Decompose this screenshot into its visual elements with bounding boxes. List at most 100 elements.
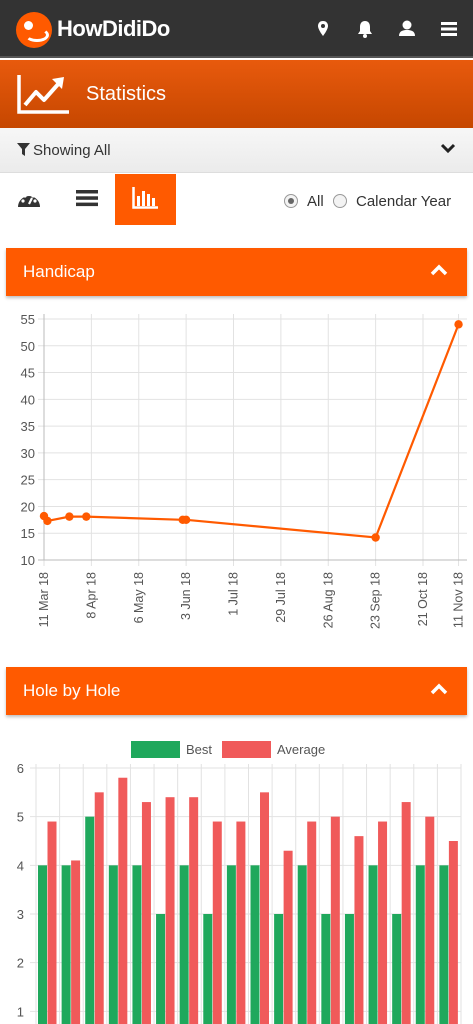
handicap-y-tick-label: 55 xyxy=(21,312,35,327)
hole-by-hole-panel-header[interactable]: Hole by Hole xyxy=(6,667,467,715)
handicap-panel-header[interactable]: Handicap xyxy=(6,248,467,296)
legend-label-average: Average xyxy=(277,742,325,757)
hole-bar-average xyxy=(425,816,435,1024)
filter-label[interactable]: Showing All xyxy=(33,142,111,159)
hole-bar-best xyxy=(61,865,71,1024)
legend-swatch-average xyxy=(222,741,271,758)
radio-all-label[interactable]: All xyxy=(307,193,324,210)
hole-bar-best xyxy=(132,865,142,1024)
handicap-grid xyxy=(38,314,467,566)
list-view-button[interactable] xyxy=(57,174,118,225)
chart-view-button[interactable] xyxy=(115,174,176,225)
handicap-y-tick-label: 35 xyxy=(21,419,35,434)
location-icon[interactable] xyxy=(308,14,338,44)
handicap-x-axis: 11 Mar 18 8 Apr 18 6 May 18 3 Jun 18 1 Jul 1… xyxy=(37,572,466,629)
handicap-x-tick-label: 11 Nov 18 xyxy=(452,572,466,628)
handicap-line xyxy=(43,323,460,539)
hole-bar-best xyxy=(415,865,425,1024)
handicap-point xyxy=(454,320,463,329)
hole-by-hole-grid xyxy=(30,764,462,1024)
hole-bar-average xyxy=(47,821,57,1024)
handicap-series xyxy=(39,320,463,542)
hole-bar-best xyxy=(179,865,189,1024)
hole-y-tick-label: 3 xyxy=(17,907,24,922)
hole-bar-average xyxy=(260,792,269,1024)
hole-by-hole-chart: Best Average 1 2 3 4 5 6 xyxy=(17,741,462,1024)
filter-bar[interactable] xyxy=(0,128,473,173)
radio-calendar-year[interactable] xyxy=(333,194,347,208)
hole-bar-average xyxy=(401,802,411,1024)
bar-chart-icon xyxy=(132,187,158,209)
chevron-up-icon[interactable] xyxy=(429,262,449,278)
handicap-x-tick-label: 3 Jun 18 xyxy=(179,572,193,620)
handicap-x-tick-label: 26 Aug 18 xyxy=(321,572,335,628)
hole-bar-average xyxy=(165,797,175,1024)
handicap-y-tick-label: 20 xyxy=(21,499,35,514)
bell-icon[interactable] xyxy=(350,14,380,44)
hole-bar-best xyxy=(250,865,260,1024)
hole-bar-best xyxy=(203,914,213,1024)
hole-by-hole-legend[interactable]: Best Average xyxy=(131,741,325,758)
handicap-y-tick-label: 50 xyxy=(21,339,35,354)
brand-name[interactable]: HowDidiDo xyxy=(57,16,170,41)
hole-bar-best xyxy=(321,914,331,1024)
hole-bar-average xyxy=(354,836,364,1024)
user-icon[interactable] xyxy=(392,14,422,44)
line-chart-icon xyxy=(17,75,69,114)
hole-bar-average xyxy=(118,777,128,1024)
hole-bar-best xyxy=(392,914,402,1024)
handicap-point xyxy=(181,515,191,525)
hole-bar-average xyxy=(378,821,388,1024)
handicap-x-tick-label: 21 Oct 18 xyxy=(416,572,430,626)
hole-y-tick-label: 6 xyxy=(17,761,24,776)
hole-bar-best xyxy=(108,865,118,1024)
chevron-up-icon[interactable] xyxy=(429,681,449,697)
howdidido-logo-icon[interactable] xyxy=(16,12,52,48)
handicap-point xyxy=(43,516,52,526)
list-icon xyxy=(76,190,98,207)
handicap-y-tick-label: 25 xyxy=(21,473,35,488)
handicap-point xyxy=(65,512,74,521)
radio-calendar-year-label[interactable]: Calendar Year xyxy=(356,193,452,210)
handicap-x-tick-label: 11 Mar 18 xyxy=(37,572,51,627)
handicap-x-tick-label: 6 May 18 xyxy=(132,572,146,623)
hole-bar-best xyxy=(274,914,284,1024)
legend-swatch-best xyxy=(131,741,180,758)
radio-all[interactable] xyxy=(284,194,298,208)
handicap-y-tick-label: 40 xyxy=(21,392,35,407)
handicap-x-tick-label: 8 Apr 18 xyxy=(84,572,98,619)
top-nav-bar: HowDidiDo xyxy=(0,0,473,58)
handicap-y-tick-label: 15 xyxy=(21,526,35,541)
hole-bar-best xyxy=(226,865,236,1024)
hole-bar-average xyxy=(141,802,151,1024)
hole-y-tick-label: 4 xyxy=(17,858,24,873)
chevron-down-icon[interactable] xyxy=(440,143,456,155)
hole-bar-best xyxy=(439,865,449,1024)
hole-bar-average xyxy=(71,860,81,1024)
handicap-x-tick-label: 29 Jul 18 xyxy=(274,572,288,623)
hole-y-tick-label: 5 xyxy=(17,810,24,825)
hole-bar-average xyxy=(307,821,317,1024)
statistics-header xyxy=(0,60,473,128)
menu-icon[interactable] xyxy=(434,14,464,44)
handicap-point xyxy=(82,512,91,521)
dashboard-view-button[interactable] xyxy=(0,174,61,225)
hole-bar-average xyxy=(236,821,246,1024)
hole-bar-best xyxy=(368,865,378,1024)
dashboard-icon xyxy=(18,192,40,207)
hole-y-tick-label: 1 xyxy=(17,1004,24,1019)
hole-by-hole-y-axis: 1 2 3 4 5 6 xyxy=(17,761,24,1019)
hole-bar-best xyxy=(38,865,47,1024)
filter-icon xyxy=(17,143,30,156)
handicap-x-tick-label: 23 Sep 18 xyxy=(369,572,383,629)
hole-by-hole-bars xyxy=(38,777,458,1024)
hole-bar-average xyxy=(212,821,222,1024)
hole-bar-average xyxy=(94,792,104,1024)
handicap-chart: 10 15 20 25 30 35 40 45 50 55 11 Mar 18 8 Apr 18 6 … xyxy=(21,312,467,629)
hole-bar-average xyxy=(448,841,458,1024)
hole-by-hole-panel-title: Hole by Hole xyxy=(23,681,121,700)
handicap-x-tick-label: 1 Jul 18 xyxy=(227,572,241,616)
handicap-y-tick-label: 10 xyxy=(21,553,35,568)
hole-bar-average xyxy=(330,816,340,1024)
handicap-y-tick-label: 45 xyxy=(21,366,35,381)
